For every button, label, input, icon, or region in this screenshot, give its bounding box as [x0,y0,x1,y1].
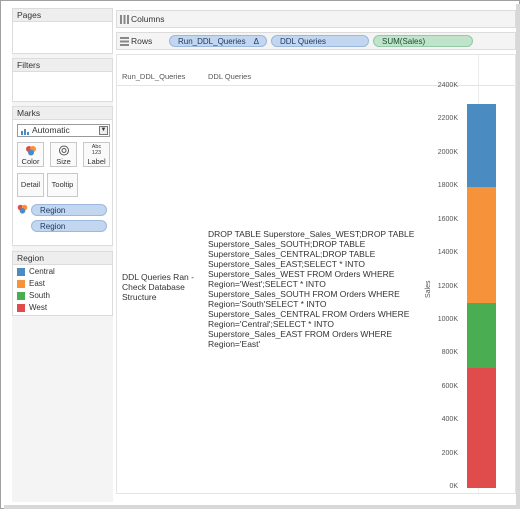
rows-shelf[interactable]: Rows Run_DDL_Queries Δ DDL Queries SUM(S… [116,32,516,50]
rows-pill-sum-sales[interactable]: SUM(Sales) [373,35,473,47]
run-line: DDL Queries Ran - [122,272,194,282]
y-tick-label: 1600K [437,215,458,223]
legend-item-central[interactable]: Central [17,267,55,277]
legend-swatch [17,268,25,276]
label-button-label: Label [87,157,106,166]
filters-title: Filters [13,59,112,72]
legend-swatch [17,280,25,288]
legend-label: East [29,279,46,288]
y-tick-label: 400K [441,416,458,424]
y-tick-label: 600K [441,382,458,390]
y-tick-label: 2200K [437,115,458,123]
bar-segment-east[interactable] [467,187,496,303]
detail-button-label: Detail [20,180,41,189]
y-tick-label: 1200K [437,282,458,290]
chevron-down-icon: ▼ [99,126,108,135]
filters-card[interactable]: Filters [12,58,113,102]
ddl-line: Superstore_Sales_CENTRAL;DROP TABLE [208,249,376,259]
marks-pill-region-color[interactable]: Region [31,204,107,216]
ddl-line: Superstore_Sales_SOUTH FROM Orders WHERE [208,289,400,299]
y-tick-label: 2000K [437,148,458,156]
mark-type-value: Automatic [32,125,70,135]
y-tick-label: 1400K [437,249,458,257]
header-ddl-queries[interactable]: DDL Queries [208,72,252,81]
label-icon: Abc 123 [91,144,102,156]
header-run-ddl-queries[interactable]: Run_DDL_Queries [122,72,186,81]
columns-icon [120,15,129,24]
marks-pill-region[interactable]: Region [31,220,107,232]
color-button-label: Color [21,157,40,166]
rows-label: Rows [131,36,153,46]
columns-shelf[interactable]: Columns [116,10,516,28]
size-icon [51,143,76,157]
color-encoding-icon [17,204,28,216]
pages-card[interactable]: Pages [12,8,113,54]
rows-pill-ddl-queries[interactable]: DDL Queries [271,35,369,47]
y-tick-label: 0K [449,483,458,490]
rows-icon [120,37,129,46]
ddl-line: Superstore_Sales_SOUTH;DROP TABLE [208,239,366,249]
window-shadow-right [516,4,520,509]
detail-button[interactable]: Detail [17,173,44,197]
ddl-line: Superstore_Sales_WEST FROM Orders WHERE [208,269,395,279]
pages-title: Pages [13,9,112,22]
y-tick-label: 1800K [437,182,458,190]
y-tick-label: 2400K [437,82,458,89]
left-sidebar: Pages Filters Marks Automatic ▼ Color [12,8,113,502]
ddl-line: Region='South'SELECT * INTO [208,299,327,309]
bar-segment-central[interactable] [467,103,496,188]
ddl-line: Region='West';SELECT * INTO [208,279,326,289]
tooltip-button[interactable]: Tooltip [47,173,78,197]
bar-chart-icon [21,129,29,135]
y-tick-label: 200K [441,449,458,457]
legend-swatch [17,304,25,312]
pill-label: Run_DDL_Queries [178,37,246,46]
tooltip-button-label: Tooltip [51,180,74,189]
run-line: Check Database [122,282,185,292]
y-tick-label: 1000K [437,315,458,323]
ddl-line: Region='Central';SELECT * INTO [208,319,335,329]
size-button[interactable]: Size [50,142,77,167]
legend-swatch [17,292,25,300]
legend-item-east[interactable]: East [17,279,45,289]
legend-title: Region [13,252,112,265]
ddl-line: DROP TABLE Superstore_Sales_WEST;DROP TA… [208,229,415,239]
delta-icon: Δ [253,37,259,46]
ddl-line: Region='East' [208,339,261,349]
marks-card: Marks Automatic ▼ Color [12,106,113,246]
viz-view: Run_DDL_Queries DDL Queries DDL Queries … [116,54,517,495]
ddl-line: Superstore_Sales_EAST FROM Orders WHERE [208,329,393,339]
label-button[interactable]: Abc 123 Label [83,142,110,167]
legend-label: South [29,291,50,300]
ddl-line: Superstore_Sales_CENTRAL FROM Orders WHE… [208,309,410,319]
legend-item-south[interactable]: South [17,291,50,301]
mark-type-dropdown[interactable]: Automatic ▼ [17,124,110,137]
rows-pill-run-ddl-queries[interactable]: Run_DDL_Queries Δ [169,35,267,47]
ddl-queries-value[interactable]: DROP TABLE Superstore_Sales_WEST;DROP TA… [208,229,422,349]
legend-label: West [29,303,48,312]
size-button-label: Size [56,157,71,166]
ddl-line: Superstore_Sales_EAST;SELECT * INTO [208,259,366,269]
bar-segment-west[interactable] [467,367,496,488]
region-legend: Region Central East South West [12,251,113,316]
y-tick-label: 800K [441,349,458,357]
legend-item-west[interactable]: West [17,303,47,313]
run-line: Structure [122,292,157,302]
run-ddl-queries-value[interactable]: DDL Queries Ran - Check Database Structu… [122,272,204,302]
header-divider [117,85,517,86]
window-shadow-bottom [4,505,520,509]
color-button[interactable]: Color [17,142,44,167]
sales-chart[interactable]: Sales 0K 200K 400K 600K 800K 1000K 1200K 1400K 1… [117,55,517,495]
columns-label: Columns [131,14,165,24]
color-icon [18,143,43,157]
bar-segment-south[interactable] [467,302,496,368]
legend-label: Central [29,267,55,276]
marks-title: Marks [13,107,112,120]
